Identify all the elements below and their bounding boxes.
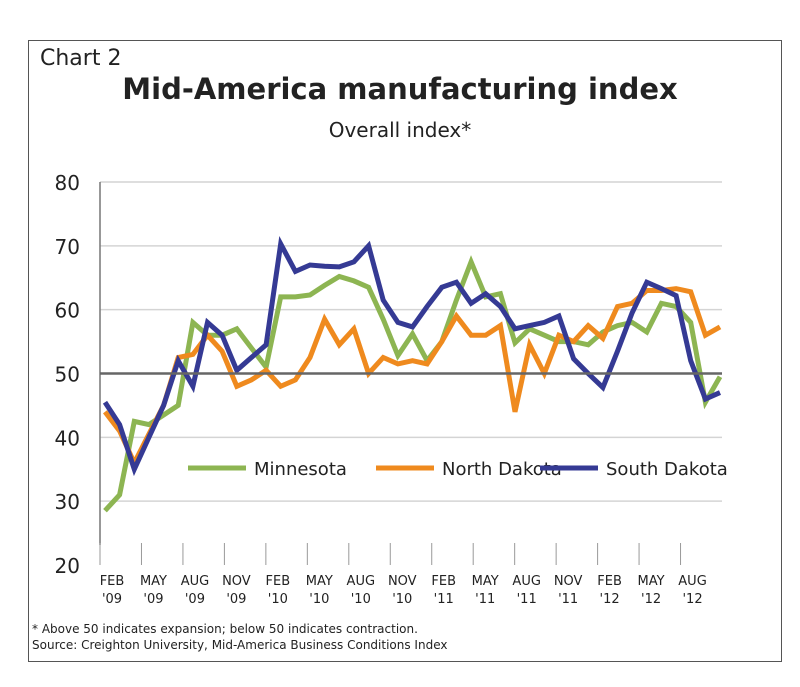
y-tick-label: 80	[55, 171, 80, 195]
x-tick-label-year: '10	[309, 592, 329, 607]
chart-frame	[28, 40, 782, 662]
series-line-north-dakota	[103, 286, 722, 469]
x-tick-label-year: '09	[143, 592, 163, 607]
x-tick-label-year: '12	[682, 592, 702, 607]
x-tick-label-month: MAY	[638, 574, 665, 589]
x-tick-label-year: '10	[268, 592, 288, 607]
y-tick-label: 70	[55, 235, 80, 259]
series-line-south-dakota	[102, 236, 722, 477]
x-tick-label-month: FEB	[100, 574, 125, 589]
x-tick-label-month: AUG	[181, 574, 209, 589]
chart-subtitle: Overall index*	[328, 118, 472, 142]
x-tick-label-year: '09	[102, 592, 122, 607]
x-tick-label-year: '11	[517, 592, 537, 607]
x-tick-label-month: MAY	[306, 574, 333, 589]
x-tick-label-year: '12	[600, 592, 620, 607]
x-tick-label-month: AUG	[512, 574, 540, 589]
footnote: * Above 50 indicates expansion; below 50…	[32, 622, 418, 636]
x-tick-label-month: NOV	[554, 574, 583, 589]
x-tick-label-month: NOV	[222, 574, 251, 589]
x-tick-label-month: FEB	[431, 574, 456, 589]
x-tick-label-year: '12	[641, 592, 661, 607]
x-tick-label-month: MAY	[472, 574, 499, 589]
x-tick-label-month: AUG	[347, 574, 375, 589]
y-tick-label: 20	[55, 554, 80, 578]
legend-label: Minnesota	[254, 459, 347, 480]
x-tick-label-year: '10	[392, 592, 412, 607]
x-tick-label-year: '11	[558, 592, 578, 607]
y-tick-label: 50	[55, 363, 80, 387]
x-tick-label-year: '10	[351, 592, 371, 607]
y-tick-label: 60	[55, 299, 80, 323]
x-tick-label-year: '09	[226, 592, 246, 607]
x-tick-label-year: '11	[475, 592, 495, 607]
legend-label: North Dakota	[442, 459, 562, 480]
y-tick-label: 30	[55, 490, 80, 514]
chart-title: Mid-America manufacturing index	[122, 72, 678, 106]
legend-label: South Dakota	[606, 459, 728, 480]
source-note: Source: Creighton University, Mid-Americ…	[32, 638, 448, 652]
chart-number: Chart 2	[40, 46, 122, 71]
x-tick-label-year: '11	[434, 592, 454, 607]
y-tick-label: 40	[55, 426, 80, 450]
x-tick-label-month: FEB	[597, 574, 622, 589]
x-tick-label-year: '09	[185, 592, 205, 607]
x-tick-label-month: MAY	[140, 574, 167, 589]
x-tick-label-month: AUG	[678, 574, 706, 589]
x-tick-label-month: NOV	[388, 574, 417, 589]
x-tick-label-month: FEB	[266, 574, 291, 589]
